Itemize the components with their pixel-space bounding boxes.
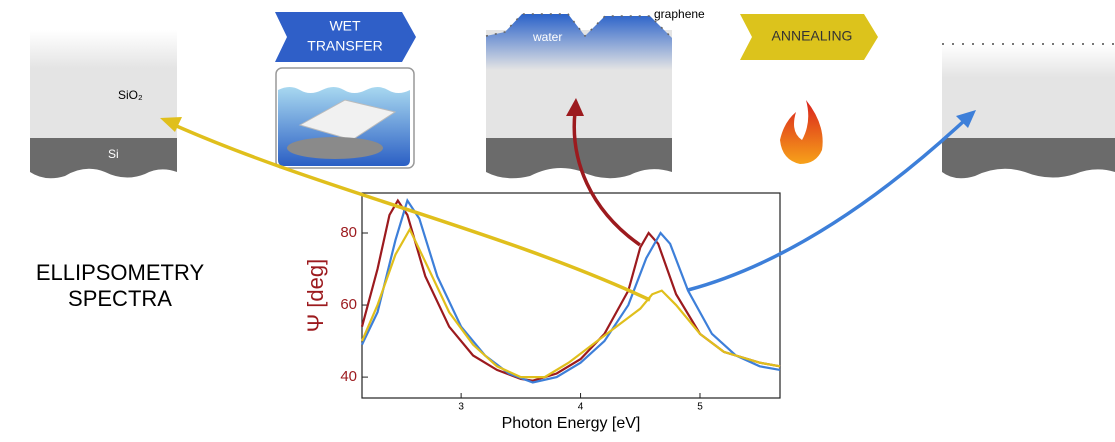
- banner-text: TRANSFER: [307, 38, 382, 54]
- x-tick-label: 4: [578, 402, 584, 413]
- substrate-water: water graphene: [485, 7, 705, 179]
- sio2-label: SiO₂: [118, 88, 143, 102]
- si-label: Si: [108, 147, 119, 161]
- y-tick-label: 40: [340, 368, 357, 385]
- graphene-label: graphene: [654, 7, 705, 21]
- x-axis-label: Photon Energy [eV]: [502, 415, 641, 432]
- y-axis-label: Ψ [deg]: [303, 259, 328, 332]
- banner-text: ANNEALING: [772, 28, 853, 44]
- arrows: [160, 98, 976, 302]
- plot: 3 4 5 40 60 80 Photon Energy [eV] Ψ [deg]: [303, 192, 781, 432]
- x-tick-label: 3: [458, 402, 464, 413]
- substrate-bare: SiO₂ Si: [30, 30, 177, 179]
- wet-transfer: WET TRANSFER: [275, 12, 416, 169]
- side-label: ELLIPSOMETRY: [36, 260, 205, 285]
- line-series: [360, 227, 781, 379]
- y-tick-label: 60: [340, 296, 357, 313]
- y-tick-label: 80: [340, 224, 357, 241]
- side-label: SPECTRA: [68, 286, 172, 311]
- banner-text: WET: [329, 18, 361, 34]
- annealing: ANNEALING: [740, 14, 878, 164]
- substrate-annealed: [942, 43, 1115, 179]
- x-tick-label: 5: [697, 402, 703, 413]
- line-series: [361, 198, 781, 384]
- water-label: water: [532, 30, 562, 44]
